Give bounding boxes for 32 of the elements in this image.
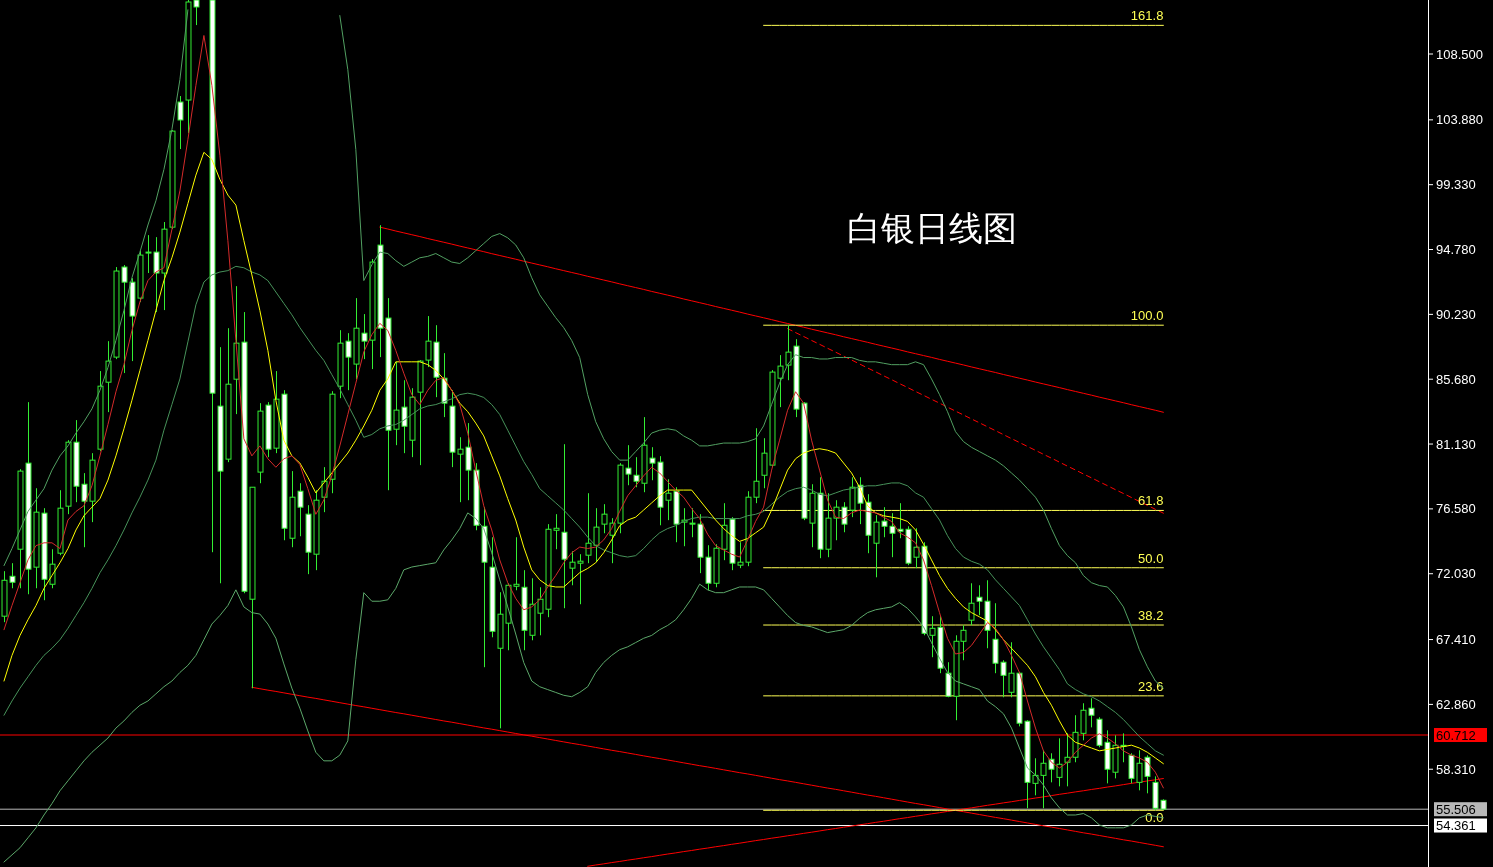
candlestick [177, 95, 184, 150]
line-series [787, 328, 1164, 514]
candlestick [968, 582, 975, 626]
series-label: 23.6 [1138, 678, 1164, 694]
ref-line-label: 55.506 [1436, 801, 1476, 817]
line-series [3, 265, 1164, 756]
line-series [3, 34, 1164, 789]
y-tick-label: 103.880 [1436, 112, 1483, 128]
y-tick-label: 81.130 [1436, 436, 1476, 452]
y-tick-label: 99.330 [1436, 177, 1476, 193]
y-tick-label: 90.230 [1436, 306, 1476, 322]
series-label: 100.0 [1130, 308, 1164, 324]
line-series [3, 151, 1164, 765]
y-tick-label: 94.780 [1436, 242, 1476, 258]
series-label: 0.0 [1145, 810, 1164, 826]
y-tick-label: 62.860 [1436, 696, 1476, 712]
candlestick [1064, 732, 1071, 787]
y-tick-label: 67.410 [1436, 632, 1476, 648]
y-tick-label: 108.500 [1436, 46, 1483, 62]
y-tick-label: 72.030 [1436, 566, 1476, 582]
y-tick-label: 85.680 [1436, 371, 1476, 387]
y-tick-label: 76.580 [1436, 501, 1476, 517]
series-label: 38.2 [1138, 608, 1164, 624]
ref-line-label: 54.361 [1436, 818, 1476, 834]
series-label: 61.8 [1138, 493, 1164, 509]
series-label: 161.8 [1130, 8, 1164, 24]
ref-line-label: 60.712 [1436, 727, 1476, 743]
candlestick [105, 340, 112, 413]
line-series [3, 512, 1164, 863]
series-label: 50.0 [1138, 550, 1164, 566]
y-tick-label: 58.310 [1436, 761, 1476, 777]
text: 白银日线图 [847, 208, 1018, 248]
